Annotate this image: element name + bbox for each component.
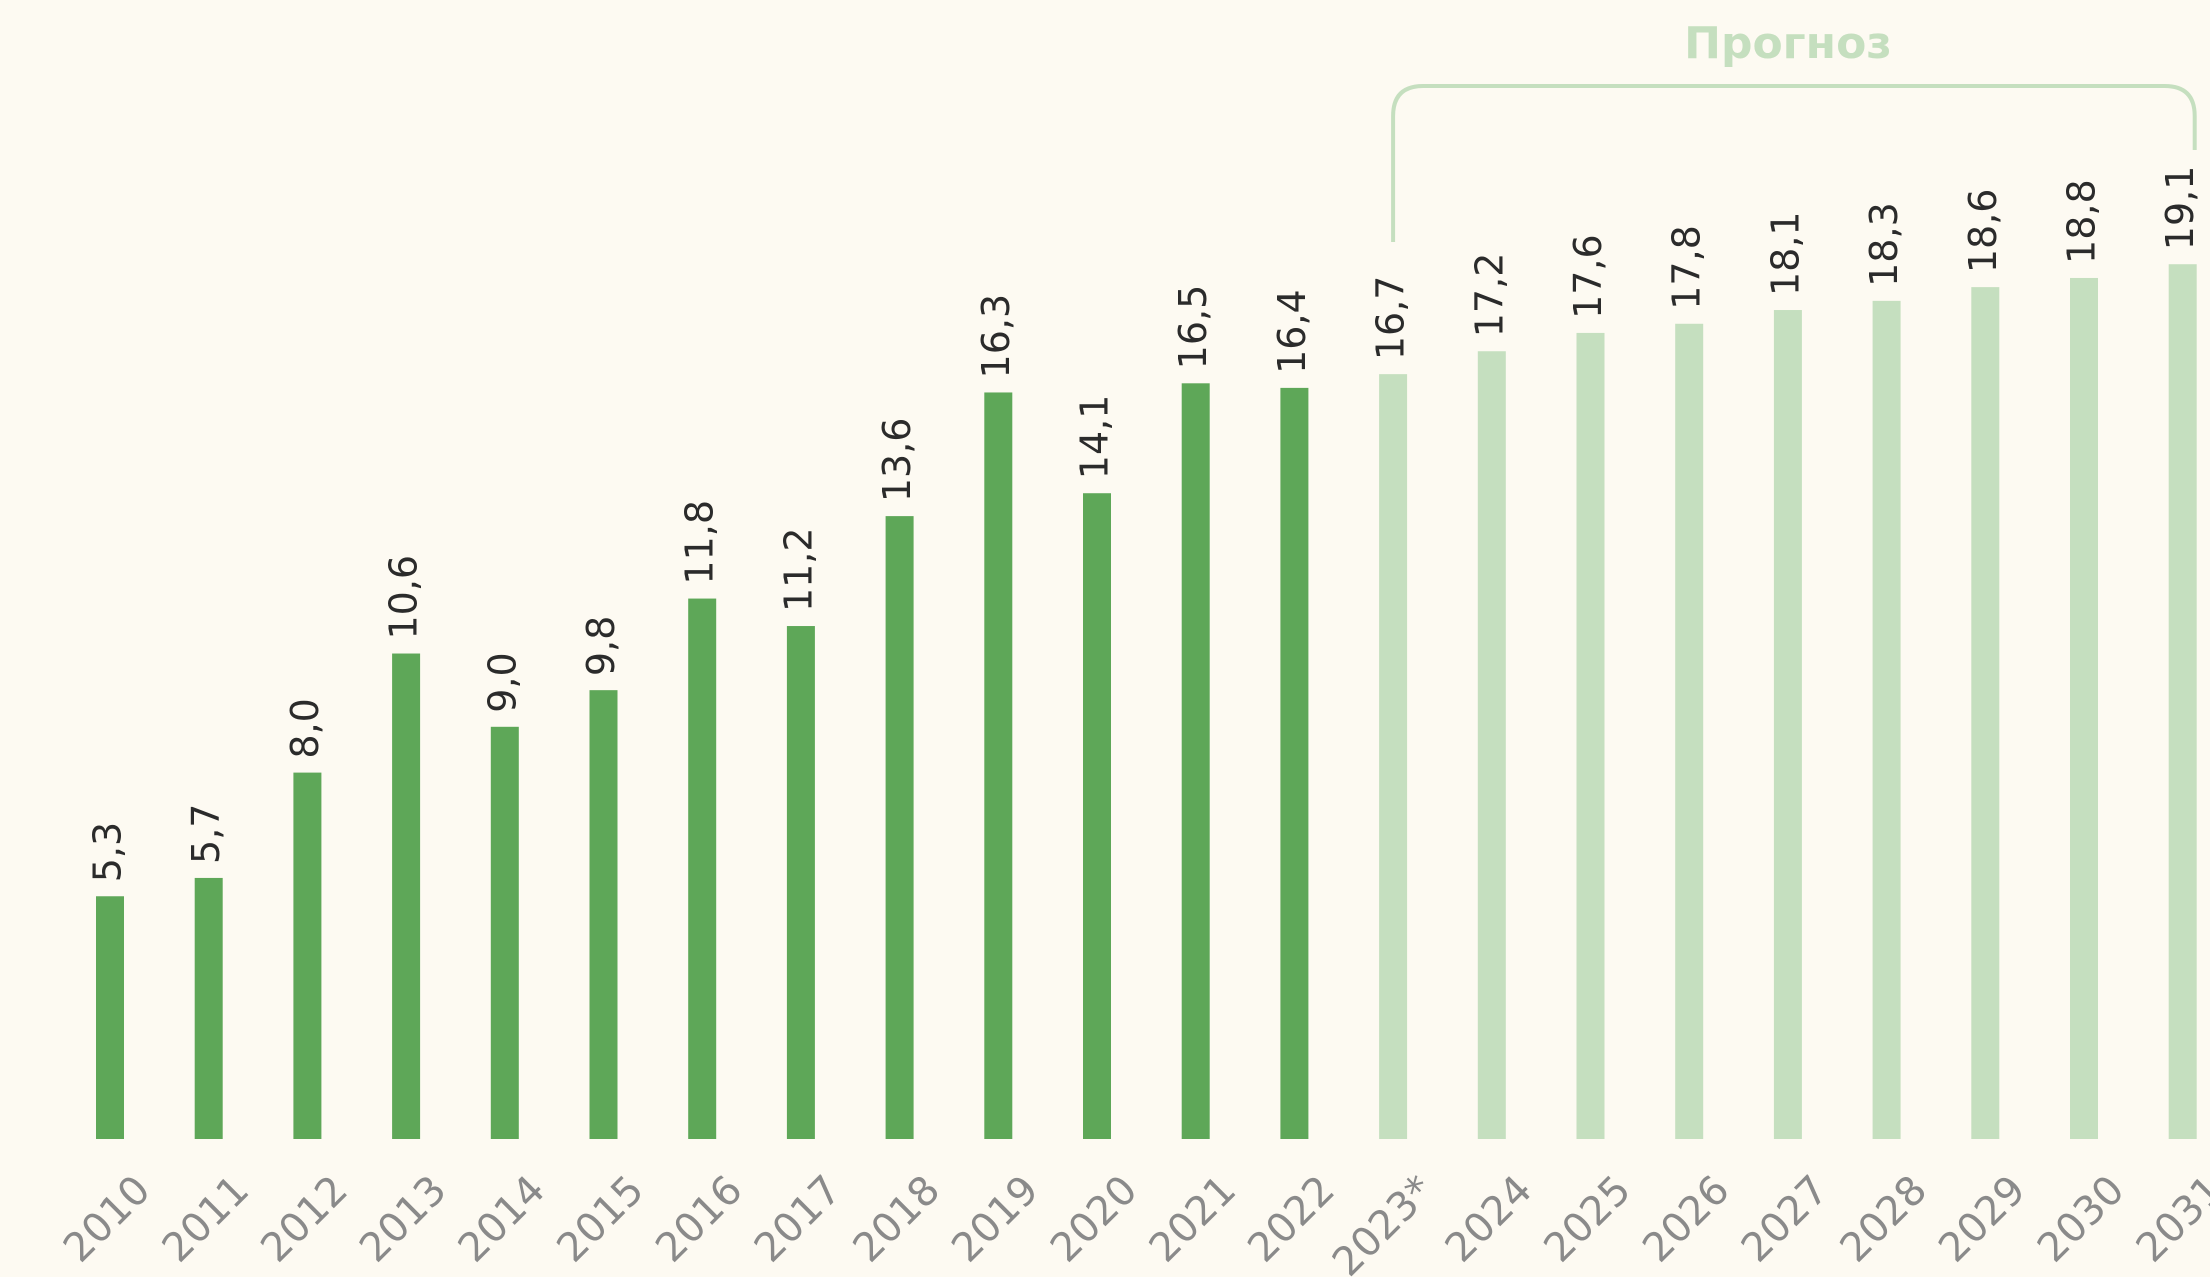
value-label: 18,1 <box>1763 211 1807 296</box>
bar <box>1971 287 2000 1139</box>
value-label: 16,4 <box>1270 289 1314 374</box>
bar <box>1576 332 1605 1139</box>
value-label: 13,6 <box>875 418 919 503</box>
bar <box>589 690 618 1139</box>
bar <box>885 516 914 1139</box>
bar <box>1083 493 1111 1140</box>
bar <box>984 392 1013 1140</box>
bar <box>293 772 322 1139</box>
bar <box>490 726 519 1139</box>
bar <box>2070 277 2098 1140</box>
value-label: 17,8 <box>1665 225 1709 310</box>
value-label: 11,2 <box>776 527 820 612</box>
value-label: 5,7 <box>184 804 228 864</box>
value-label: 5,3 <box>86 822 130 882</box>
value-label: 11,8 <box>678 500 722 585</box>
value-label: 9,0 <box>480 652 524 712</box>
bar <box>1280 387 1309 1139</box>
value-label: 8,0 <box>283 698 327 758</box>
value-label: 14,1 <box>1073 395 1117 480</box>
value-label: 9,8 <box>579 616 623 676</box>
bar <box>2168 264 2197 1140</box>
bar <box>688 598 717 1139</box>
value-label: 16,3 <box>974 294 1018 379</box>
bar <box>1379 374 1408 1139</box>
bar <box>194 877 223 1139</box>
bar <box>96 896 124 1139</box>
value-label: 16,7 <box>1369 276 1413 361</box>
bar <box>392 653 421 1139</box>
value-label: 18,8 <box>2060 179 2104 264</box>
value-label: 19,1 <box>2158 166 2202 251</box>
value-label: 16,5 <box>1171 285 1215 370</box>
annotation: Прогноз <box>1684 18 1892 69</box>
bar <box>1675 323 1704 1139</box>
bar <box>1872 300 1901 1139</box>
bar <box>1477 351 1506 1139</box>
forecast-bracket <box>1391 84 2197 242</box>
value-label: 18,6 <box>1961 189 2005 274</box>
value-label: 18,3 <box>1862 202 1906 287</box>
bar <box>1773 310 1802 1139</box>
bar <box>786 626 815 1139</box>
value-label: 17,2 <box>1467 253 1511 338</box>
bar <box>1181 383 1210 1139</box>
value-label: 17,6 <box>1566 234 1610 319</box>
value-label: 10,6 <box>382 555 426 640</box>
